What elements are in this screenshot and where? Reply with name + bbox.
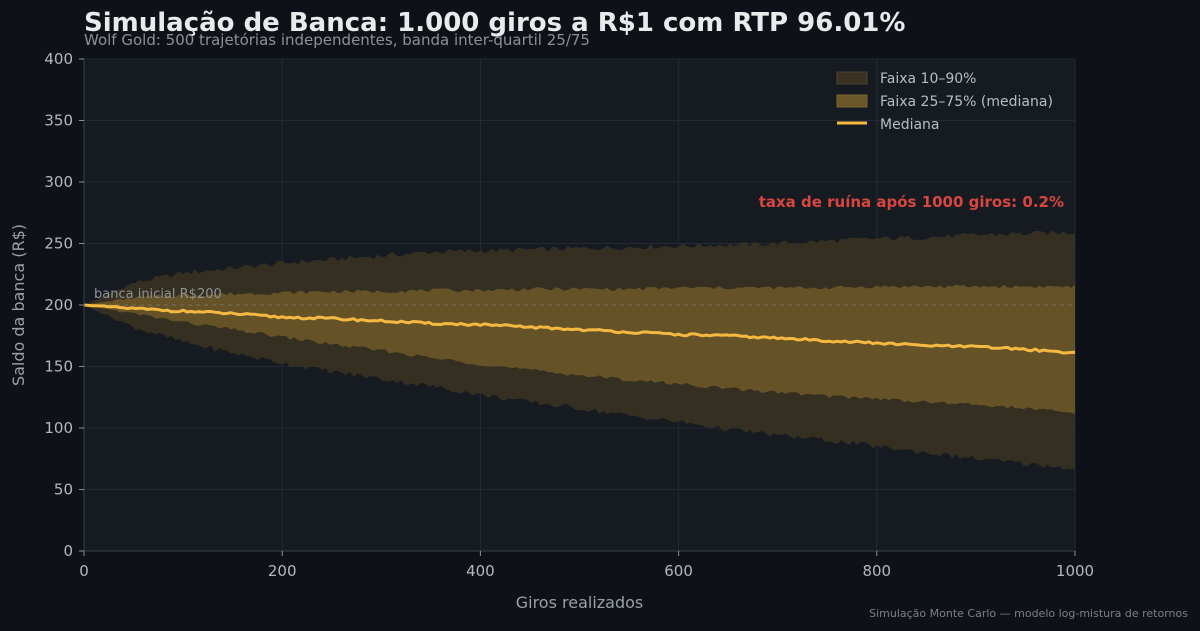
x-tick-label: 0: [79, 562, 89, 580]
y-axis-label: Saldo da banca (R$): [9, 224, 28, 386]
chart-title: Simulação de Banca: 1.000 giros a R$1 co…: [84, 8, 906, 38]
y-tick-label: 50: [54, 481, 73, 499]
x-tick-label: 400: [466, 562, 495, 580]
legend-item-median: Mediana: [880, 117, 940, 133]
initial-bankroll-annotation: banca inicial R$200: [94, 287, 222, 302]
y-tick-label: 150: [44, 358, 73, 376]
legend-swatch-outer: [836, 71, 868, 85]
x-tick-label: 200: [268, 562, 297, 580]
y-tick-label: 100: [44, 419, 73, 437]
y-tick-label: 0: [63, 542, 73, 560]
x-axis-label: Giros realizados: [516, 593, 644, 612]
legend-item-outer: Faixa 10–90%: [880, 71, 976, 87]
y-tick-label: 350: [44, 112, 73, 130]
y-tick-label: 200: [44, 296, 73, 314]
ruin-rate-annotation: taxa de ruína após 1000 giros: 0.2%: [759, 193, 1064, 211]
chart-subtitle: Wolf Gold: 500 trajetórias independentes…: [84, 31, 590, 49]
legend-item-inner: Faixa 25–75% (mediana): [880, 94, 1053, 110]
y-tick-label: 250: [44, 235, 73, 253]
x-tick-label: 1000: [1056, 562, 1094, 580]
x-tick-label: 800: [862, 562, 891, 580]
y-tick-label: 300: [44, 173, 73, 191]
tick-labels: 0 50 100 150 200 250 300 350 400 0 200 400 600 800 100…: [44, 50, 1094, 580]
median-line: [83, 303, 1076, 355]
legend: Faixa 10–90% Faixa 25–75% (mediana) Medi…: [836, 71, 1053, 133]
legend-swatch-inner: [836, 94, 868, 108]
x-tick-label: 600: [664, 562, 693, 580]
y-tick-label: 400: [44, 50, 73, 68]
footer-note: Simulação Monte Carlo — modelo log-mistu…: [869, 607, 1188, 620]
